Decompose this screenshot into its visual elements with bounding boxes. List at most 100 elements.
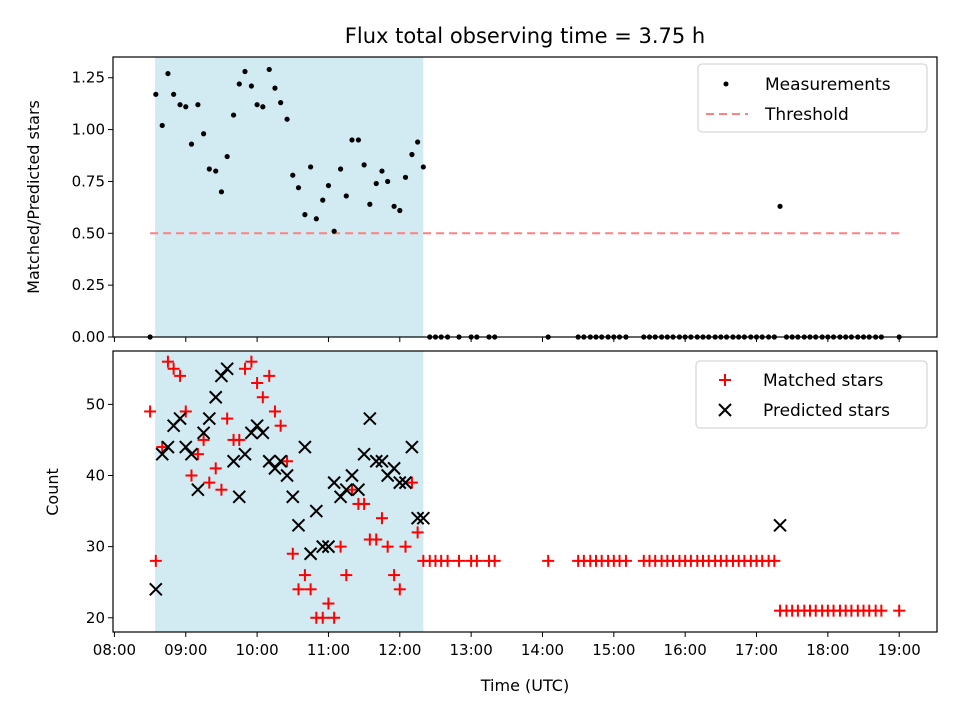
predicted-point [209, 390, 223, 404]
legend-measurements-label: Measurements [765, 75, 891, 95]
predicted-point [196, 426, 211, 440]
measurement-point [230, 112, 237, 118]
y-tick-label: 1.00 [72, 121, 105, 139]
predicted-point [773, 518, 787, 532]
y-tick-label: 1.25 [72, 69, 105, 87]
x-tick-label: 10:00 [235, 641, 278, 659]
matched-point [345, 483, 358, 496]
predicted-point [191, 483, 205, 497]
x-tick-label: 18:00 [806, 641, 849, 659]
matched-point [411, 526, 424, 539]
matched-point [197, 433, 210, 446]
matched-point [245, 355, 258, 368]
measurement-point [367, 201, 373, 207]
matched-point [233, 433, 246, 446]
matched-point [161, 355, 174, 368]
predicted-point [256, 426, 270, 440]
measurement-point [188, 141, 195, 147]
predicted-point [286, 490, 300, 504]
y-tick-label: 0.50 [72, 224, 105, 242]
top-axes-frame [112, 56, 938, 338]
matched-point [268, 405, 281, 418]
top-y-axis-label: Matched/Predicted stars [24, 100, 43, 294]
matched-point [875, 604, 888, 617]
measurement-point [266, 66, 272, 73]
top-shaded-region [155, 57, 424, 337]
y-tick-label: 0.00 [72, 328, 105, 346]
predicted-point [280, 468, 294, 483]
y-tick-label: 0.75 [72, 172, 105, 190]
bottom-x-ticks: 08:00 09:00 10:00 11:00 12:00 13:00 14:00 15:00… [93, 632, 921, 659]
predicted-point [173, 411, 187, 426]
predicted-point [161, 440, 175, 454]
top-x-ticks [113, 337, 900, 342]
measurement-point [308, 164, 314, 170]
matched-point [144, 405, 157, 418]
predicted-point [393, 475, 407, 490]
measurement-point [349, 137, 355, 143]
measurement-point [177, 102, 183, 108]
measurement-point [159, 122, 165, 129]
predicted-point [387, 461, 401, 476]
predicted-point [345, 468, 359, 483]
measurement-point [361, 162, 367, 168]
measurement-point [325, 182, 332, 189]
bottom-legend: Matched stars Predicted stars [695, 360, 928, 429]
predicted-point [149, 582, 163, 597]
matched-point [399, 540, 412, 553]
matched-point [292, 583, 305, 596]
matched-point [221, 412, 234, 425]
measurement-point [206, 166, 212, 172]
matched-point [179, 405, 192, 418]
bottom-y-ticks: 20 30 40 50 [86, 395, 113, 627]
top-legend-box [697, 63, 928, 133]
measurement-point [254, 102, 260, 108]
x-tick-label: 14:00 [521, 641, 564, 659]
measurement-point [218, 189, 225, 195]
predicted-point [351, 483, 366, 497]
matched-point [263, 369, 276, 382]
legend-matched-label: Matched stars [763, 371, 883, 391]
y-tick-label: 30 [86, 538, 105, 556]
x-axis-label: Time (UTC) [480, 676, 569, 695]
predicted-point [410, 511, 425, 525]
measurement-point [355, 137, 362, 143]
matched-point [185, 469, 198, 482]
measurement-point [391, 203, 397, 209]
measurement-point [224, 153, 230, 160]
measurement-point [331, 228, 337, 234]
x-tick-label: 13:00 [450, 641, 493, 659]
measurement-point [295, 185, 302, 191]
matched-point [281, 455, 294, 468]
predicted-point [226, 454, 241, 468]
x-tick-label: 09:00 [164, 641, 207, 659]
matched-point [619, 554, 632, 567]
legend-predicted-label: Predicted stars [763, 401, 890, 421]
measurement-point [313, 216, 319, 222]
measurement-point [236, 81, 242, 87]
measurement-point [213, 168, 219, 174]
measurement-point [290, 172, 296, 178]
bottom-axes-frame [112, 350, 938, 633]
matched-point [251, 377, 264, 390]
measurement-point [373, 180, 379, 187]
measurement-point [415, 139, 421, 145]
measurement-point [777, 203, 783, 209]
matched-point [174, 369, 187, 382]
matched-point [191, 448, 204, 461]
predicted-point [416, 511, 431, 525]
measurement-point [302, 212, 308, 218]
bottom-axes: 20 30 40 50 08:00 09:00 10:00 11:00 12:00 13:00 1… [43, 350, 938, 695]
matched-point [381, 540, 394, 553]
y-tick-label: 50 [86, 395, 105, 413]
matched-point [167, 362, 180, 375]
bottom-matched-points [144, 355, 906, 624]
matched-point [388, 569, 401, 582]
x-tick-label: 12:00 [378, 641, 421, 659]
bottom-y-axis-label: Count [43, 468, 62, 516]
predicted-point [339, 483, 353, 497]
matched-point [405, 476, 418, 489]
matched-point [298, 569, 311, 582]
x-tick-label: 08:00 [93, 641, 136, 659]
matched-point [286, 547, 299, 560]
